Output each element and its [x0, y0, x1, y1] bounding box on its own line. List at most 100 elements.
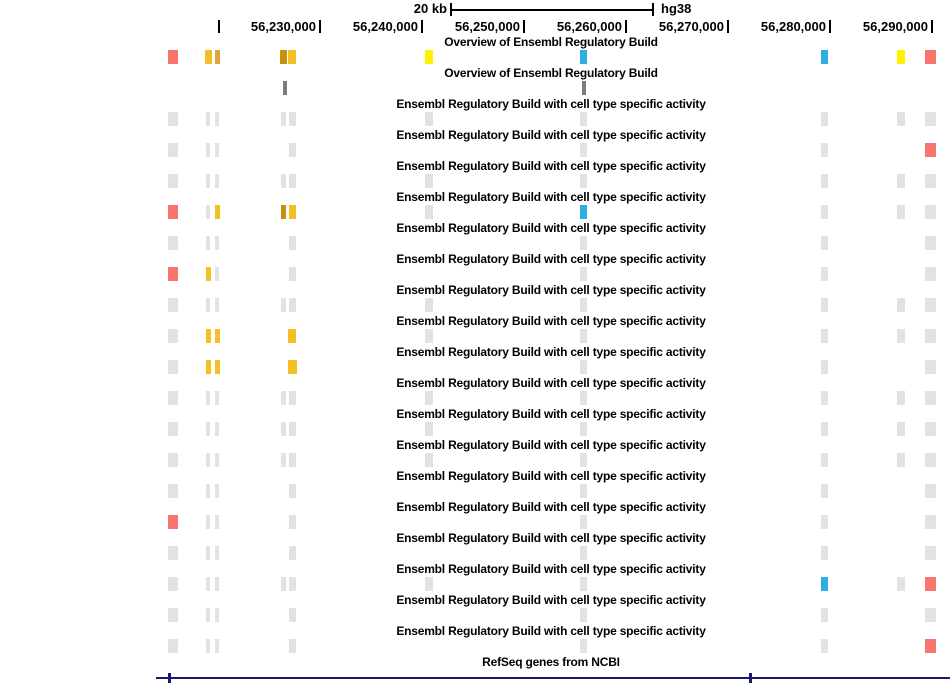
feature-mark-gray[interactable]: [206, 143, 210, 157]
feature-mark-gray[interactable]: [215, 639, 219, 653]
feature-mark-gray[interactable]: [925, 515, 936, 529]
feature-mark-red[interactable]: [168, 205, 178, 219]
feature-mark-gray[interactable]: [168, 484, 178, 498]
feature-mark-gray[interactable]: [821, 546, 828, 560]
feature-mark-gray[interactable]: [897, 174, 905, 188]
feature-mark-gray[interactable]: [580, 236, 587, 250]
feature-mark-gray[interactable]: [580, 546, 587, 560]
feature-mark-gray[interactable]: [425, 577, 433, 591]
feature-mark-gray[interactable]: [580, 174, 587, 188]
track-title[interactable]: Ensembl Regulatory Build with cell type …: [396, 624, 706, 638]
feature-mark-gray[interactable]: [168, 577, 178, 591]
track-title[interactable]: Ensembl Regulatory Build with cell type …: [396, 562, 706, 576]
feature-mark-gray[interactable]: [281, 112, 286, 126]
feature-mark-gray[interactable]: [580, 267, 587, 281]
feature-mark-gray[interactable]: [821, 298, 828, 312]
track-title[interactable]: Ensembl Regulatory Build with cell type …: [396, 500, 706, 514]
track-title[interactable]: Ensembl Regulatory Build with cell type …: [396, 438, 706, 452]
feature-mark-gray[interactable]: [897, 453, 905, 467]
track-title[interactable]: Ensembl Regulatory Build with cell type …: [396, 221, 706, 235]
feature-mark-gold[interactable]: [289, 205, 296, 219]
feature-mark-gray[interactable]: [580, 639, 587, 653]
feature-mark-gold[interactable]: [205, 50, 212, 64]
feature-mark-red[interactable]: [925, 577, 936, 591]
feature-mark-gray[interactable]: [821, 174, 828, 188]
feature-mark-gray[interactable]: [897, 391, 905, 405]
feature-mark-gray[interactable]: [281, 577, 286, 591]
feature-mark-gray[interactable]: [215, 422, 219, 436]
feature-mark-gray[interactable]: [168, 174, 178, 188]
feature-mark-gray[interactable]: [925, 298, 936, 312]
feature-mark-gray[interactable]: [168, 422, 178, 436]
feature-mark-gray[interactable]: [821, 453, 828, 467]
feature-mark-gray[interactable]: [580, 608, 587, 622]
feature-mark-gray[interactable]: [215, 546, 219, 560]
feature-mark-blue[interactable]: [580, 50, 587, 64]
feature-mark-gray[interactable]: [897, 298, 905, 312]
track-title[interactable]: Ensembl Regulatory Build with cell type …: [396, 469, 706, 483]
feature-mark-gray[interactable]: [821, 422, 828, 436]
feature-mark-gray[interactable]: [821, 329, 828, 343]
feature-mark-gray[interactable]: [289, 298, 296, 312]
feature-mark-gray[interactable]: [281, 391, 286, 405]
feature-mark-gray[interactable]: [425, 112, 433, 126]
feature-mark-gray[interactable]: [215, 577, 219, 591]
feature-mark-gray[interactable]: [206, 577, 210, 591]
feature-mark-gray[interactable]: [289, 453, 296, 467]
feature-mark-gray[interactable]: [281, 298, 286, 312]
feature-mark-gray[interactable]: [897, 329, 905, 343]
feature-mark-gray[interactable]: [925, 546, 936, 560]
feature-mark-gray[interactable]: [215, 174, 219, 188]
feature-mark-gray[interactable]: [925, 236, 936, 250]
feature-mark-gold[interactable]: [215, 360, 220, 374]
feature-mark-gray[interactable]: [289, 577, 296, 591]
feature-mark-gray[interactable]: [168, 391, 178, 405]
feature-mark-gray[interactable]: [925, 484, 936, 498]
feature-mark-gray[interactable]: [206, 546, 210, 560]
feature-mark-darkgray[interactable]: [582, 81, 586, 95]
feature-mark-gray[interactable]: [925, 391, 936, 405]
feature-mark-gray[interactable]: [206, 608, 210, 622]
feature-mark-gray[interactable]: [425, 453, 433, 467]
feature-mark-darkgray[interactable]: [283, 81, 287, 95]
feature-mark-gray[interactable]: [580, 453, 587, 467]
track-title[interactable]: Ensembl Regulatory Build with cell type …: [396, 593, 706, 607]
refseq-exon-tick[interactable]: [749, 673, 752, 683]
track-title[interactable]: Ensembl Regulatory Build with cell type …: [396, 283, 706, 297]
feature-mark-gold[interactable]: [288, 50, 296, 64]
feature-mark-gray[interactable]: [425, 391, 433, 405]
feature-mark-gray[interactable]: [281, 174, 286, 188]
feature-mark-gray[interactable]: [925, 174, 936, 188]
feature-mark-red[interactable]: [925, 143, 936, 157]
feature-mark-gold[interactable]: [288, 360, 297, 374]
track-title[interactable]: Ensembl Regulatory Build with cell type …: [396, 159, 706, 173]
feature-mark-gray[interactable]: [168, 236, 178, 250]
feature-mark-gray[interactable]: [206, 515, 210, 529]
feature-mark-gray[interactable]: [215, 112, 219, 126]
feature-mark-gray[interactable]: [215, 267, 219, 281]
feature-mark-gray[interactable]: [925, 422, 936, 436]
feature-mark-gray[interactable]: [215, 143, 219, 157]
feature-mark-gray[interactable]: [289, 391, 296, 405]
feature-mark-gray[interactable]: [425, 174, 433, 188]
feature-mark-gray[interactable]: [580, 484, 587, 498]
feature-mark-gray[interactable]: [168, 143, 178, 157]
track-title[interactable]: Ensembl Regulatory Build with cell type …: [396, 345, 706, 359]
feature-mark-gray[interactable]: [281, 422, 286, 436]
feature-mark-gray[interactable]: [821, 515, 828, 529]
feature-mark-gray[interactable]: [821, 205, 828, 219]
feature-mark-darkgold[interactable]: [280, 50, 287, 64]
feature-mark-gold[interactable]: [288, 329, 296, 343]
feature-mark-gray[interactable]: [821, 143, 828, 157]
feature-mark-gray[interactable]: [289, 112, 296, 126]
feature-mark-gray[interactable]: [215, 453, 219, 467]
feature-mark-gray[interactable]: [168, 546, 178, 560]
feature-mark-gold[interactable]: [206, 360, 211, 374]
feature-mark-gray[interactable]: [215, 391, 219, 405]
feature-mark-gray[interactable]: [580, 515, 587, 529]
feature-mark-darkgold[interactable]: [281, 205, 286, 219]
feature-mark-blue[interactable]: [580, 205, 587, 219]
feature-mark-gray[interactable]: [206, 484, 210, 498]
feature-mark-gray[interactable]: [168, 112, 178, 126]
feature-mark-blue[interactable]: [821, 577, 828, 591]
